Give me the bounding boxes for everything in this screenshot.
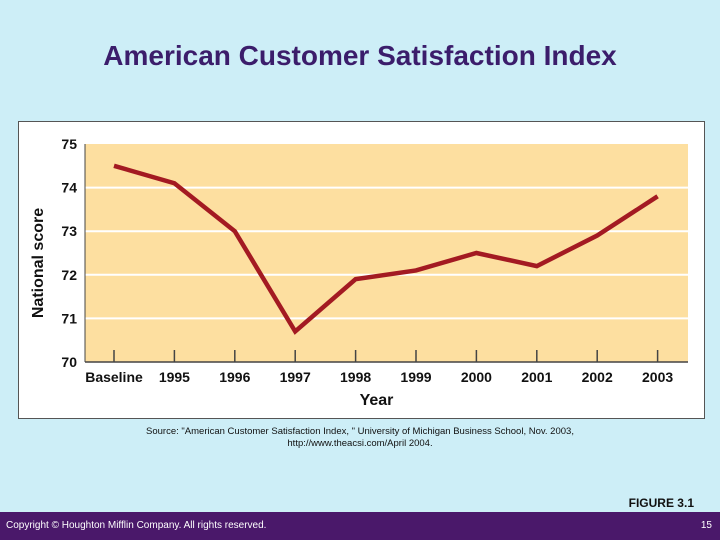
- x-tick-label: 2001: [521, 369, 552, 385]
- y-tick-label: 71: [61, 310, 77, 326]
- y-tick-label: 74: [61, 180, 77, 196]
- x-tick-label: 1997: [280, 369, 311, 385]
- y-axis-title: National score: [30, 208, 47, 318]
- y-tick-label: 72: [61, 267, 77, 283]
- figure-label: FIGURE 3.1: [628, 496, 694, 510]
- x-tick-label: 2003: [642, 369, 673, 385]
- x-tick-label: Baseline: [85, 369, 143, 385]
- x-tick-label: 2000: [461, 369, 492, 385]
- chart-frame: 70 71 72 73 74 75 Baseline 1995 1996 1997 1998 1999…: [18, 121, 705, 419]
- footer-bar: Copyright © Houghton Mifflin Company. Al…: [0, 512, 720, 540]
- plot-area: [85, 144, 688, 362]
- x-axis-title: Year: [360, 392, 394, 409]
- series-line: [113, 163, 659, 335]
- x-tick-label: 1999: [400, 369, 431, 385]
- slide-title: American Customer Satisfaction Index: [103, 40, 617, 71]
- source-note: Source: "American Customer Satisfaction …: [0, 426, 720, 450]
- y-tick-label: 73: [61, 223, 77, 239]
- x-tick-label: 1998: [340, 369, 371, 385]
- y-tick-label: 75: [61, 136, 77, 152]
- source-line-1: Source: "American Customer Satisfaction …: [146, 426, 574, 437]
- x-tick-label: 1996: [219, 369, 250, 385]
- x-tick-label: 2002: [582, 369, 613, 385]
- source-line-2: http://www.theacsi.com/April 2004.: [287, 438, 433, 449]
- x-tick-label: 1995: [159, 369, 190, 385]
- copyright: Copyright © Houghton Mifflin Company. Al…: [6, 520, 267, 531]
- y-tick-label: 70: [61, 354, 77, 370]
- page-number: 15: [700, 520, 712, 531]
- line-chart: 70 71 72 73 74 75 Baseline 1995 1996 1997 1998 1999…: [30, 136, 688, 409]
